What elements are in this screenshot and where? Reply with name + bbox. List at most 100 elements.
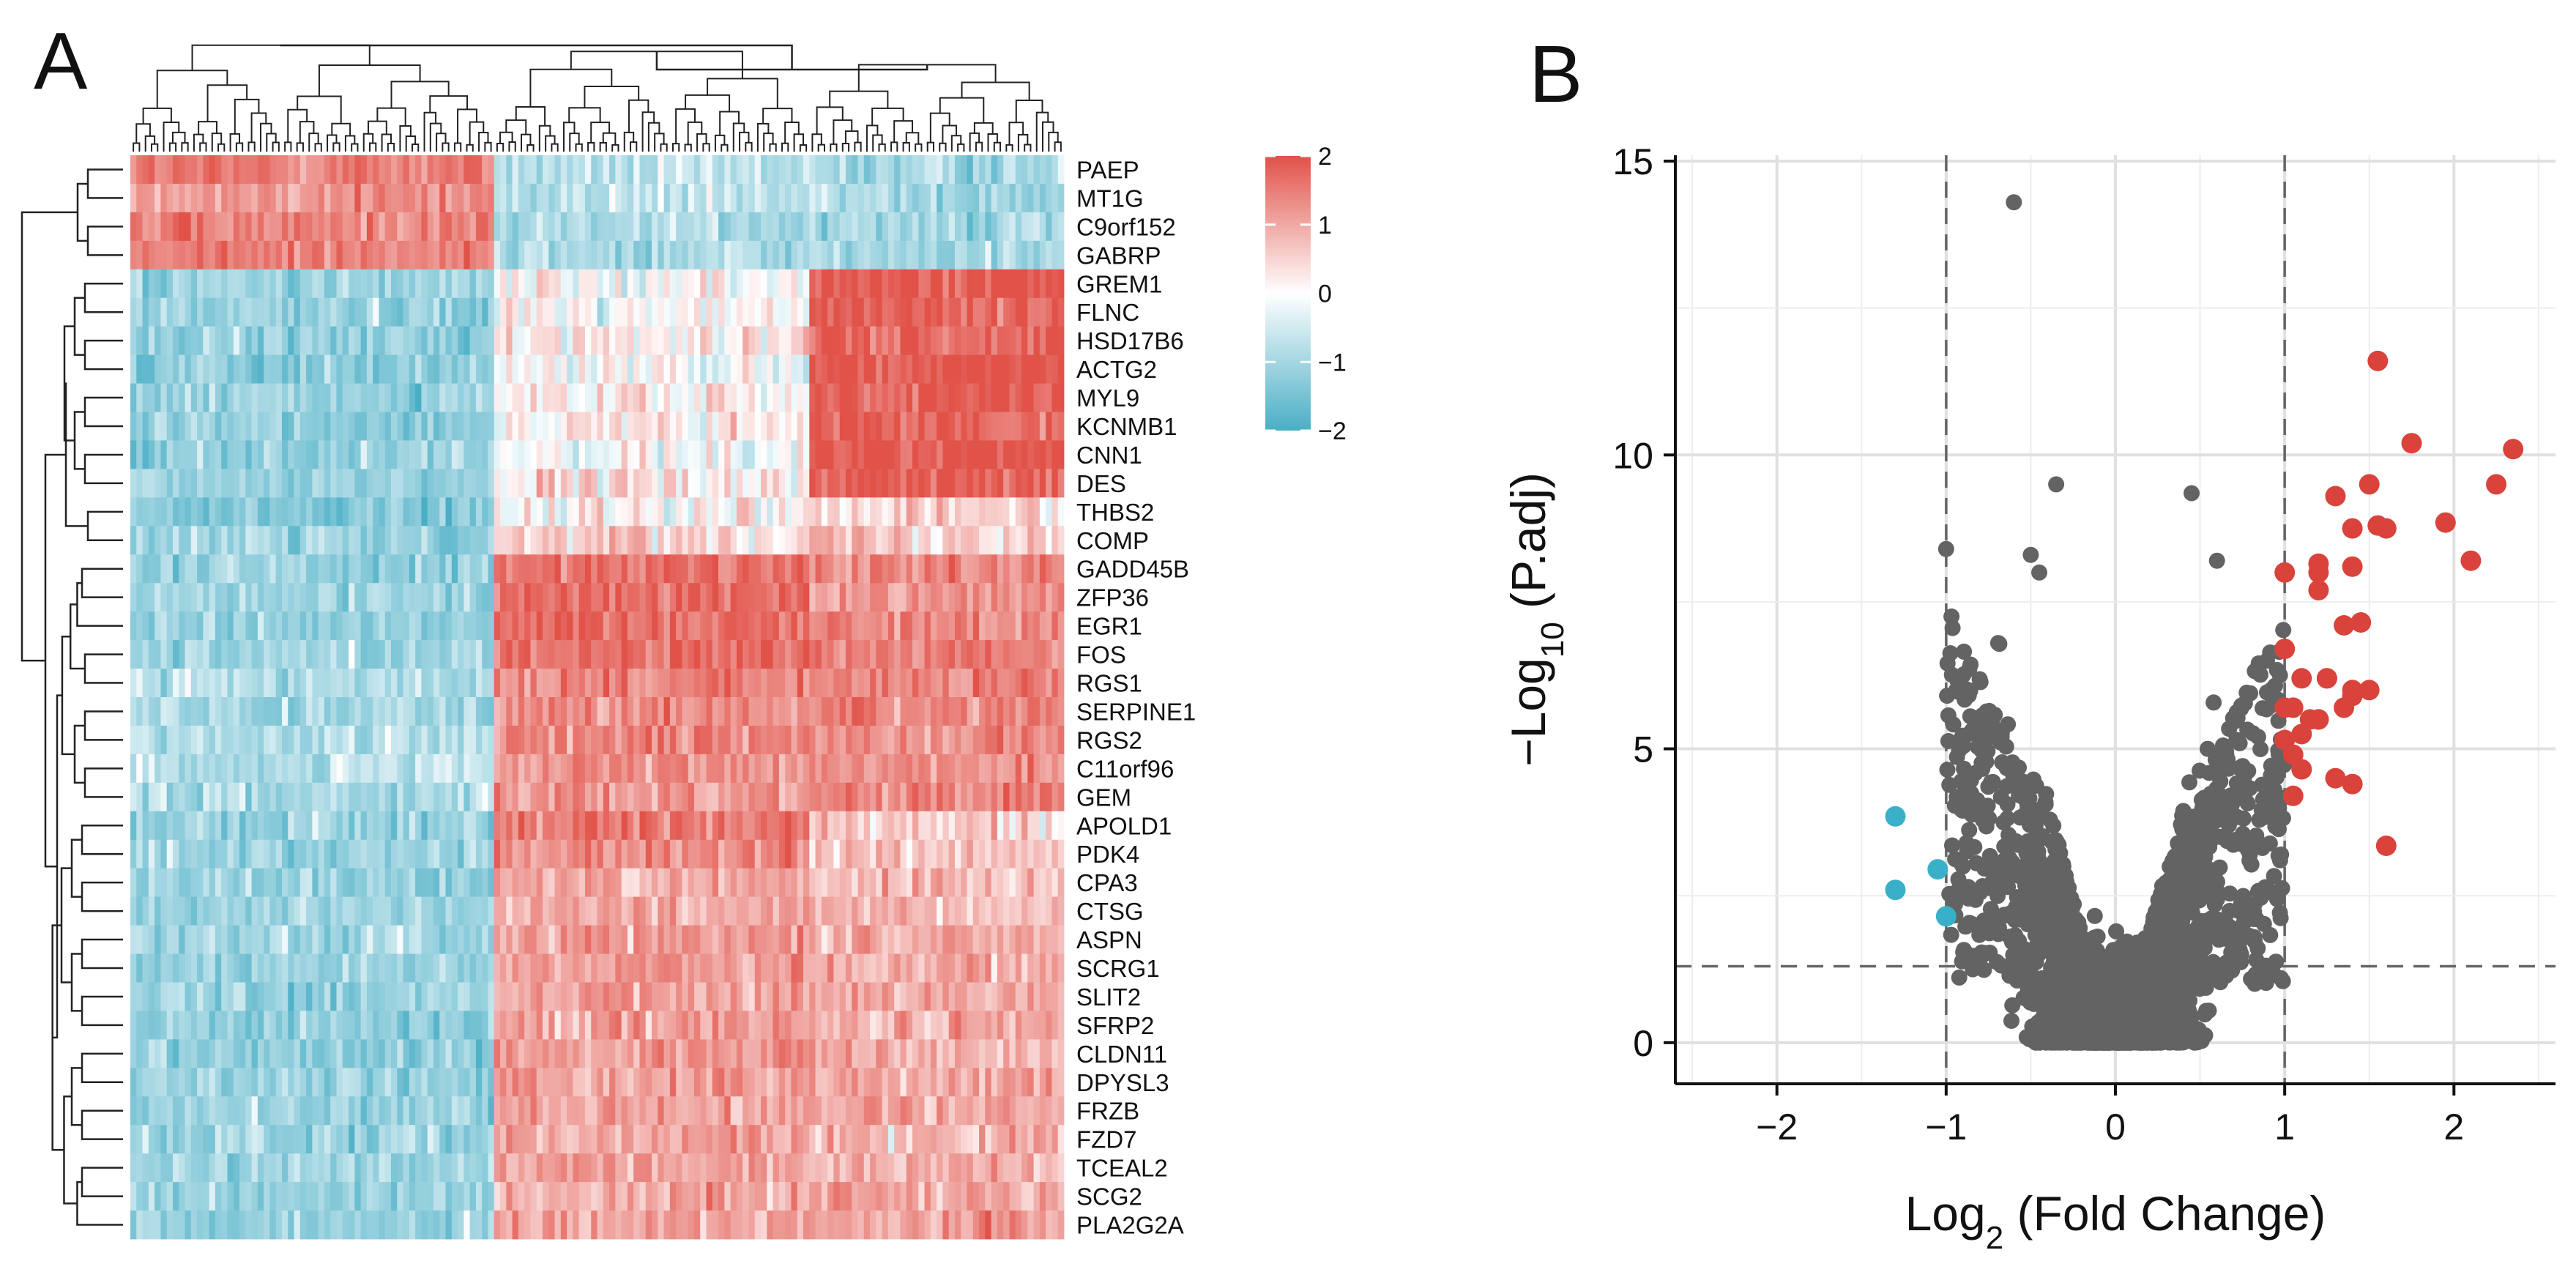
heatmap-cell	[742, 1011, 749, 1040]
heatmap-cell	[409, 526, 416, 555]
heatmap-cell	[172, 526, 179, 555]
heatmap-cell	[185, 782, 192, 812]
heatmap-cell	[185, 725, 192, 755]
heatmap-cell	[349, 611, 355, 641]
heatmap-cell	[306, 326, 313, 356]
heatmap-cell	[918, 611, 925, 641]
heatmap-cell	[257, 297, 264, 327]
heatmap-cell	[645, 611, 652, 641]
heatmap-cell	[209, 868, 216, 898]
heatmap-cell	[482, 640, 488, 669]
heatmap-cell	[857, 725, 865, 755]
heatmap-cell	[870, 725, 876, 755]
heatmap-cell	[1039, 868, 1046, 898]
heatmap-cell	[166, 526, 174, 555]
heatmap-cell	[409, 269, 416, 299]
heatmap-cell	[227, 526, 234, 555]
heatmap-cell	[336, 754, 343, 784]
heatmap-cell	[736, 212, 743, 242]
heatmap-cell	[658, 354, 664, 384]
heatmap-cell	[972, 240, 980, 270]
heatmap-cell	[288, 896, 294, 926]
heatmap-cell	[506, 782, 513, 812]
heatmap-cell	[700, 1011, 707, 1040]
heatmap-cell	[724, 953, 732, 983]
heatmap-cell	[603, 640, 610, 669]
heatmap-cell	[482, 782, 488, 812]
heatmap-cell	[833, 896, 841, 926]
heatmap-cell	[1057, 754, 1065, 784]
heatmap-cell	[894, 326, 901, 356]
heatmap-cell	[458, 526, 464, 555]
dendrogram-branch	[63, 1096, 78, 1205]
heatmap-cell	[900, 669, 907, 698]
heatmap-cell	[1057, 326, 1065, 356]
dendrogram-branch	[939, 142, 947, 152]
heatmap-cell	[578, 183, 586, 213]
heatmap-cell	[190, 782, 198, 812]
heatmap-cell	[845, 953, 852, 983]
heatmap-cell	[403, 896, 410, 926]
heatmap-cell	[797, 583, 804, 612]
heatmap-cell	[906, 697, 913, 726]
heatmap-cell	[524, 811, 531, 841]
heatmap-cell	[827, 868, 834, 898]
heatmap-cell	[130, 839, 137, 869]
heatmap-cell	[1009, 782, 1016, 812]
heatmap-cell	[421, 640, 428, 669]
heatmap-cell	[676, 297, 682, 327]
heatmap-cell	[1046, 868, 1052, 898]
heatmap-cell	[342, 469, 349, 498]
heatmap-cell	[712, 925, 719, 954]
heatmap-cell	[645, 1011, 652, 1040]
heatmap-cell	[979, 1011, 986, 1040]
heatmap-cell	[160, 669, 168, 698]
heatmap-cell	[748, 240, 756, 270]
heatmap-cell	[1021, 297, 1028, 327]
heatmap-cell	[1003, 383, 1010, 412]
heatmap-cell	[130, 611, 137, 641]
heatmap-cell	[257, 212, 264, 242]
heatmap-cell	[482, 297, 488, 327]
heatmap-cell	[488, 583, 495, 612]
heatmap-cell	[937, 868, 943, 898]
heatmap-cell	[294, 383, 301, 412]
heatmap-cell	[482, 868, 488, 898]
heatmap-cell	[506, 183, 513, 213]
heatmap-cell	[155, 811, 161, 841]
heatmap-cell	[197, 155, 204, 185]
heatmap-cell	[179, 526, 185, 555]
heatmap-cell	[718, 155, 725, 185]
heatmap-cell	[833, 183, 841, 213]
dendrogram-branch	[671, 143, 680, 152]
heatmap-cell	[639, 240, 647, 270]
heatmap-cell	[233, 754, 240, 784]
heatmap-cell	[900, 811, 907, 841]
heatmap-cell	[839, 269, 846, 299]
dendrogram-branch	[280, 44, 793, 70]
heatmap-cell	[887, 839, 895, 869]
heatmap-cell	[567, 497, 573, 527]
heatmap-cell	[439, 469, 446, 498]
heatmap-cell	[906, 754, 913, 784]
heatmap-cell	[839, 1011, 846, 1040]
dendrogram-branch	[505, 119, 527, 135]
heatmap-cell	[852, 583, 858, 612]
heatmap-cell	[384, 269, 392, 299]
heatmap-cell	[627, 269, 634, 299]
heatmap-cell	[967, 583, 974, 612]
heatmap-cell	[645, 953, 652, 983]
dendrogram-branch	[630, 141, 638, 152]
heatmap-cell	[530, 269, 537, 299]
heatmap-cell	[852, 868, 858, 898]
heatmap-cell	[930, 240, 937, 270]
heatmap-cell	[584, 953, 592, 983]
heatmap-cell	[669, 326, 677, 356]
heatmap-cell	[730, 611, 737, 641]
heatmap-cell	[584, 497, 592, 527]
heatmap-cell	[197, 640, 204, 669]
heatmap-cell	[584, 725, 592, 755]
heatmap-cell	[652, 297, 658, 327]
heatmap-cell	[464, 1011, 471, 1040]
heatmap-cell	[306, 554, 313, 584]
